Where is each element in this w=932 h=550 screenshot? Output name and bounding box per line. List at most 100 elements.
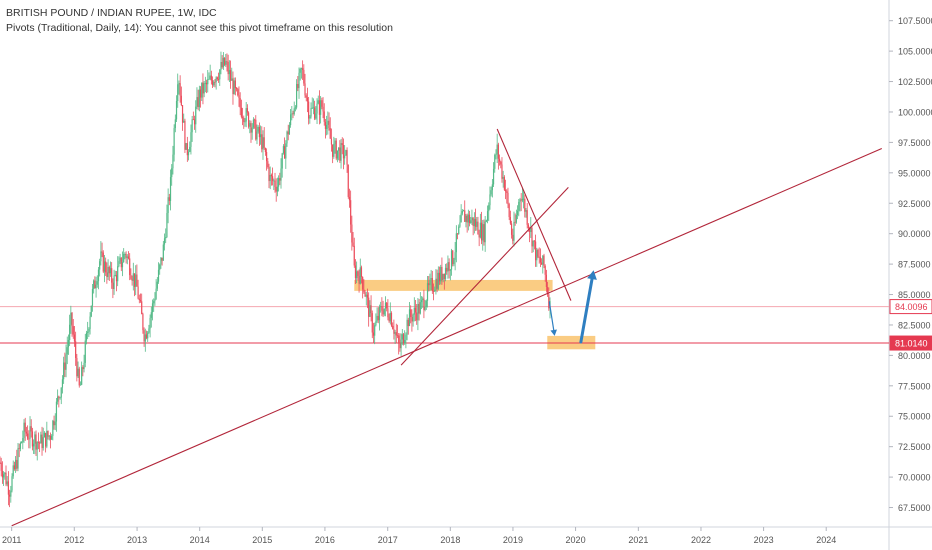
candle-body xyxy=(46,430,48,447)
candle-body xyxy=(123,253,125,263)
candle-body xyxy=(380,306,382,308)
candle-body xyxy=(144,334,146,342)
time-axis[interactable]: 2011 2012 2013 2014 2015 2016 2017 2018 2019 2020… xyxy=(2,527,836,545)
candle-body xyxy=(344,155,346,159)
candle-body xyxy=(225,61,227,65)
candle-body xyxy=(538,256,540,258)
price-axis[interactable]: 107.5000 105.0000 102.5000 100.0000 97.5000 9… xyxy=(889,16,932,513)
candle-body xyxy=(166,213,168,238)
candle-body xyxy=(446,267,448,272)
candle-body xyxy=(382,310,384,315)
candle-body xyxy=(11,476,13,491)
candle-body xyxy=(185,143,187,150)
candle-body xyxy=(267,161,269,168)
candle-body xyxy=(30,426,32,432)
candle-body xyxy=(3,474,5,478)
candles[interactable] xyxy=(0,51,551,508)
candle-body xyxy=(444,267,447,279)
candle-body xyxy=(60,387,62,398)
candle-body xyxy=(389,313,391,322)
candle-body xyxy=(388,317,390,322)
trendlines[interactable] xyxy=(11,128,883,527)
candle-body xyxy=(124,253,126,255)
candle-body xyxy=(51,435,53,440)
candle-body xyxy=(432,291,435,292)
candle-body xyxy=(69,324,71,340)
horizontal-lines xyxy=(0,306,889,344)
candle-body xyxy=(189,146,191,152)
candle-body xyxy=(171,168,173,178)
candle-body xyxy=(459,222,461,227)
candle-body xyxy=(175,100,178,120)
candle-body xyxy=(145,334,148,339)
candle-body xyxy=(274,180,276,187)
candle-body xyxy=(81,367,83,385)
candle-body xyxy=(386,302,388,309)
candle-body xyxy=(232,78,234,95)
candle-body xyxy=(197,97,199,108)
y-tick-label: 105.0000 xyxy=(898,47,932,57)
candle-body xyxy=(241,116,244,118)
candle-body xyxy=(261,134,263,150)
candle-body xyxy=(396,335,399,337)
candle-body xyxy=(501,164,503,179)
candle-body xyxy=(91,289,94,306)
candle-body xyxy=(405,334,407,340)
candle-body xyxy=(494,155,496,169)
candle-body xyxy=(117,266,119,282)
candle-body xyxy=(252,119,254,128)
candle-body xyxy=(404,339,406,344)
candle-body xyxy=(430,278,432,280)
candle-body xyxy=(395,332,397,336)
candle-body xyxy=(47,430,49,437)
candle-body xyxy=(532,240,534,247)
candle-body xyxy=(213,81,215,86)
candle-body xyxy=(368,297,370,317)
arrows[interactable] xyxy=(548,270,597,344)
candle-body xyxy=(512,234,514,241)
candle-body xyxy=(17,448,19,469)
candle-body xyxy=(324,121,327,130)
candle-body xyxy=(306,97,309,102)
candle-body xyxy=(539,257,541,263)
candle-body xyxy=(156,281,158,289)
candle-body xyxy=(392,325,394,329)
candle-body xyxy=(199,89,202,98)
candle-body xyxy=(27,433,29,439)
candle-body xyxy=(381,306,383,311)
candle-body xyxy=(317,100,319,104)
candle-body xyxy=(509,217,511,224)
candle-body xyxy=(4,472,6,475)
candle-body xyxy=(281,153,283,169)
candle-body xyxy=(108,266,110,274)
candle-body xyxy=(18,448,20,449)
candle-body xyxy=(280,168,282,181)
candle-body xyxy=(428,283,430,286)
candle-body xyxy=(311,107,313,109)
candle-body xyxy=(412,314,414,322)
candle-body xyxy=(160,257,162,265)
candle-body xyxy=(234,80,236,89)
y-tick-label: 102.5000 xyxy=(898,77,932,87)
candle-body xyxy=(342,145,345,159)
candle-body xyxy=(541,262,543,265)
candle-body xyxy=(34,434,36,444)
candle-body xyxy=(293,108,295,115)
candle-body xyxy=(258,127,260,138)
projection-arrow xyxy=(548,301,555,331)
candle-body xyxy=(442,273,444,281)
candle-body xyxy=(418,303,420,314)
candle-body xyxy=(383,308,385,315)
candle-body xyxy=(119,257,121,262)
candle-body xyxy=(48,435,50,437)
candle-body xyxy=(435,278,437,290)
candle-body xyxy=(255,119,257,140)
candle-body xyxy=(407,319,409,327)
candle-body xyxy=(6,481,8,485)
candle-body xyxy=(508,204,510,218)
candle-body xyxy=(328,120,330,129)
candle-body xyxy=(516,210,519,216)
candle-body xyxy=(256,131,258,140)
candle-body xyxy=(527,224,529,229)
